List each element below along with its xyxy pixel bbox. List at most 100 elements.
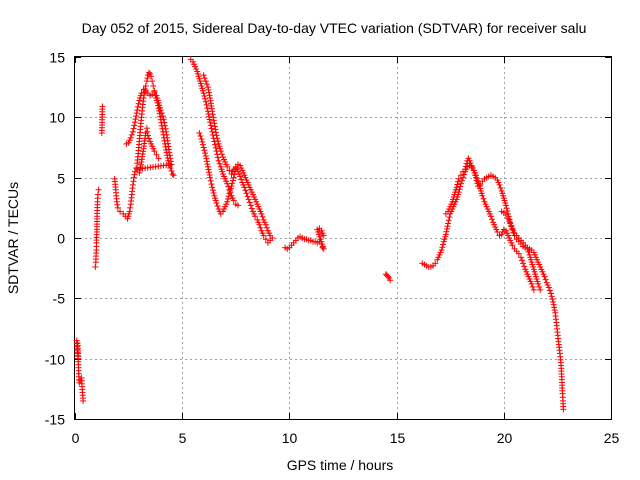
data-point: [549, 296, 556, 303]
data-point: [206, 92, 213, 99]
data-point: [509, 242, 516, 249]
data-point: [551, 304, 558, 311]
data-point: [204, 163, 211, 170]
data-markers: [73, 56, 567, 413]
data-point: [472, 172, 479, 179]
data-point: [201, 93, 208, 100]
data-point: [212, 144, 219, 151]
data-point: [197, 133, 204, 140]
y-tick-label: 0: [57, 231, 65, 247]
data-point: [263, 224, 270, 231]
data-point: [204, 84, 211, 91]
data-point: [162, 122, 169, 129]
data-point: [461, 171, 468, 178]
data-point: [163, 128, 170, 135]
data-point: [130, 174, 137, 181]
y-tick-label: 10: [49, 110, 65, 126]
data-point: [547, 290, 554, 297]
data-point: [136, 169, 143, 176]
data-point: [144, 132, 151, 139]
data-point: [507, 220, 514, 227]
data-point: [548, 293, 555, 300]
data-point: [169, 171, 176, 178]
data-point: [203, 101, 210, 108]
data-point: [432, 260, 439, 267]
data-point: [224, 195, 231, 202]
data-point: [133, 110, 140, 117]
data-point: [212, 129, 219, 136]
data-point: [208, 125, 215, 132]
data-point: [202, 95, 209, 102]
data-point: [504, 208, 511, 215]
data-point: [203, 158, 210, 165]
data-point: [218, 151, 225, 158]
data-point: [550, 301, 557, 308]
data-point: [167, 155, 174, 162]
data-point: [517, 254, 524, 261]
data-point: [129, 128, 136, 135]
data-point: [130, 125, 137, 132]
data-point: [256, 221, 263, 228]
data-point: [163, 131, 170, 138]
data-point: [528, 280, 535, 287]
data-point: [535, 280, 542, 287]
chart-title: Day 052 of 2015, Sidereal Day-to-day VTE…: [82, 20, 587, 36]
data-point: [260, 232, 267, 239]
data-point: [244, 193, 251, 200]
data-point: [480, 195, 487, 202]
plot-frame: [74, 56, 612, 420]
data-point: [529, 283, 536, 290]
data-point: [241, 184, 248, 191]
data-point: [521, 263, 528, 270]
data-point: [209, 111, 216, 118]
data-point: [127, 204, 134, 211]
data-point: [153, 151, 160, 158]
data-point: [157, 107, 164, 114]
data-point: [455, 175, 462, 182]
data-point: [167, 158, 174, 165]
data-point: [213, 132, 220, 139]
data-point: [229, 177, 236, 184]
data-point: [198, 136, 205, 143]
data-point: [545, 284, 552, 291]
data-point: [550, 298, 557, 305]
data-point: [114, 201, 121, 208]
data-point: [133, 165, 140, 172]
data-point: [209, 108, 216, 115]
data-point: [252, 213, 259, 220]
data-point: [214, 203, 221, 210]
data-point: [207, 119, 214, 126]
data-point: [205, 86, 212, 93]
data-point: [442, 231, 449, 238]
x-tick-label: 15: [390, 430, 406, 446]
data-point: [202, 150, 209, 157]
data-point: [259, 213, 266, 220]
data-point: [511, 232, 518, 239]
x-tick-label: 5: [179, 430, 187, 446]
data-point: [133, 113, 140, 120]
data-point: [149, 78, 156, 85]
data-point: [537, 286, 544, 293]
data-point: [94, 191, 101, 198]
data-point: [542, 276, 549, 283]
data-point: [536, 283, 543, 290]
data-point: [145, 135, 152, 142]
data-point: [131, 122, 138, 129]
data-point: [159, 113, 166, 120]
data-point: [209, 128, 216, 135]
data-point: [145, 69, 152, 76]
data-point: [443, 228, 450, 235]
data-point: [207, 122, 214, 129]
data-point: [210, 117, 217, 124]
data-point: [230, 197, 237, 204]
data-point: [213, 200, 220, 207]
data-point: [137, 164, 144, 171]
data-point: [440, 241, 447, 248]
data-point: [134, 107, 141, 114]
data-point: [75, 353, 82, 360]
data-point: [242, 187, 249, 194]
y-tick-label: 5: [57, 171, 65, 187]
data-point: [462, 163, 469, 170]
data-point: [224, 198, 231, 205]
data-point: [162, 125, 169, 132]
